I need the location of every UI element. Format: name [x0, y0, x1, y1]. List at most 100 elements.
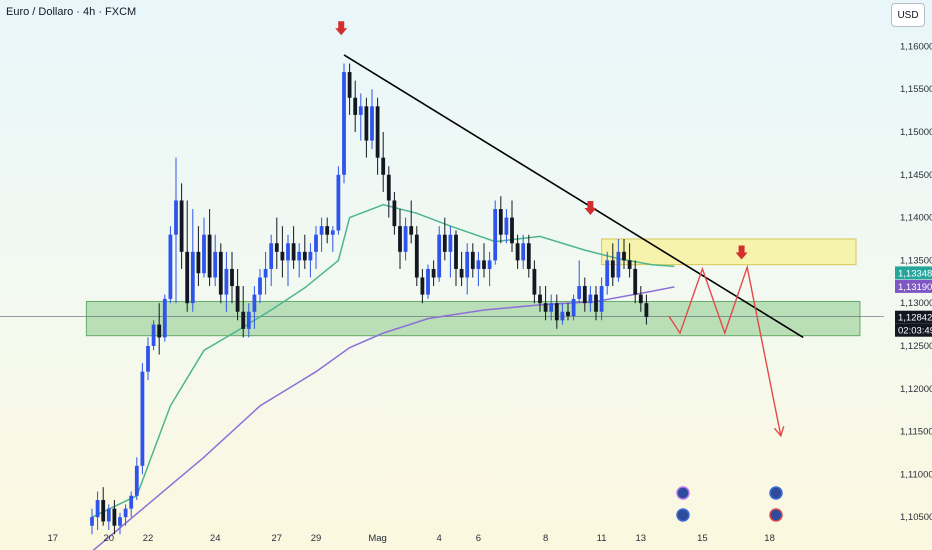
candle-body [437, 234, 442, 278]
projection-arrowhead [773, 426, 785, 438]
x-axis-tick-label: 15 [697, 533, 708, 544]
candle-body [599, 286, 604, 312]
candle-body [627, 260, 632, 269]
candle-body [470, 251, 475, 269]
y-axis-tick-label: 1,13000 [900, 298, 932, 309]
candle [241, 286, 246, 338]
candle-body [274, 243, 279, 252]
candle [101, 487, 106, 526]
candle [526, 234, 531, 278]
price-tag-value: 1,12842 [898, 313, 932, 324]
candle-body [414, 234, 419, 278]
candle-body [342, 72, 346, 175]
candle [588, 286, 593, 312]
candle [263, 251, 268, 295]
candle [364, 97, 369, 158]
candle [112, 500, 117, 535]
candle-body [538, 294, 542, 304]
candle [252, 286, 257, 329]
candle [431, 260, 436, 287]
candle [106, 504, 111, 530]
candle-body [560, 311, 565, 321]
candle-body [302, 251, 307, 261]
candle-body [157, 324, 162, 338]
countdown-timer: 02:03:49 [898, 326, 932, 337]
candle [426, 264, 430, 299]
candle-body [174, 200, 178, 235]
x-axis-tick-label: 4 [437, 533, 442, 544]
candle [168, 226, 173, 304]
candle-body [392, 200, 397, 227]
candle [162, 294, 167, 342]
y-axis-tick-label: 1,12000 [900, 384, 932, 395]
candle-body [487, 260, 492, 269]
candle-body [571, 298, 576, 317]
trendline [343, 54, 804, 339]
candle [493, 200, 498, 265]
moving-average-green [91, 203, 675, 518]
candle-body [241, 311, 246, 329]
candle-body [347, 72, 352, 98]
x-axis-tick-label: 11 [597, 533, 607, 544]
candle [532, 260, 537, 304]
currency-button[interactable]: USD [891, 3, 925, 27]
candle-body [319, 226, 324, 235]
candle-body [364, 106, 369, 141]
candle [140, 363, 145, 475]
candle-body [286, 243, 290, 261]
price-tag: 1,12842 [895, 310, 932, 324]
candle [308, 243, 313, 278]
price-tag-bg [895, 266, 932, 280]
projection-path [668, 264, 782, 436]
candle [218, 243, 223, 304]
y-axis-tick-label: 1,14500 [900, 170, 932, 181]
candle-body [409, 226, 414, 235]
candle [409, 200, 414, 244]
candle [437, 226, 442, 282]
symbol-title: Euro / Dollaro · 4h · FXCM [6, 6, 137, 18]
x-axis-tick-label: 13 [636, 533, 647, 544]
candle [230, 251, 234, 304]
candle [174, 157, 178, 304]
candle-body [325, 226, 330, 235]
candle-body [431, 268, 436, 278]
y-axis-tick-label: 1,16000 [900, 41, 932, 52]
down-arrow-marker [584, 201, 597, 216]
candle [370, 89, 374, 150]
candle-body [610, 260, 615, 278]
candle [610, 243, 615, 287]
candle [510, 200, 514, 252]
candle-body [526, 243, 531, 269]
candle [644, 294, 649, 325]
candle [515, 234, 520, 269]
candle [291, 226, 296, 269]
candle [454, 230, 458, 287]
candle-body [218, 251, 223, 295]
candle-body [190, 251, 195, 304]
candle-body [224, 268, 229, 295]
candle-body [185, 251, 190, 304]
y-axis-tick-label: 1,12500 [900, 341, 932, 352]
candle [420, 268, 425, 304]
candle [543, 286, 548, 321]
candle-body [118, 517, 122, 526]
candle-body [297, 251, 302, 261]
candle-body [246, 311, 251, 329]
price-tag: 1,13348 [895, 266, 932, 280]
candle-body [230, 268, 234, 287]
candle-body [207, 234, 212, 278]
candle [638, 286, 643, 312]
candle-body [605, 260, 610, 287]
candle [599, 277, 604, 321]
candle-body [101, 500, 106, 522]
candle [476, 251, 481, 287]
x-axis-tick-label: 8 [543, 533, 548, 544]
x-axis-tick-label: 29 [311, 533, 322, 544]
candle [286, 234, 290, 287]
candle-body [459, 268, 464, 278]
candle [414, 226, 419, 287]
candle [487, 251, 492, 287]
candle [196, 226, 201, 287]
candle-body [314, 234, 318, 252]
